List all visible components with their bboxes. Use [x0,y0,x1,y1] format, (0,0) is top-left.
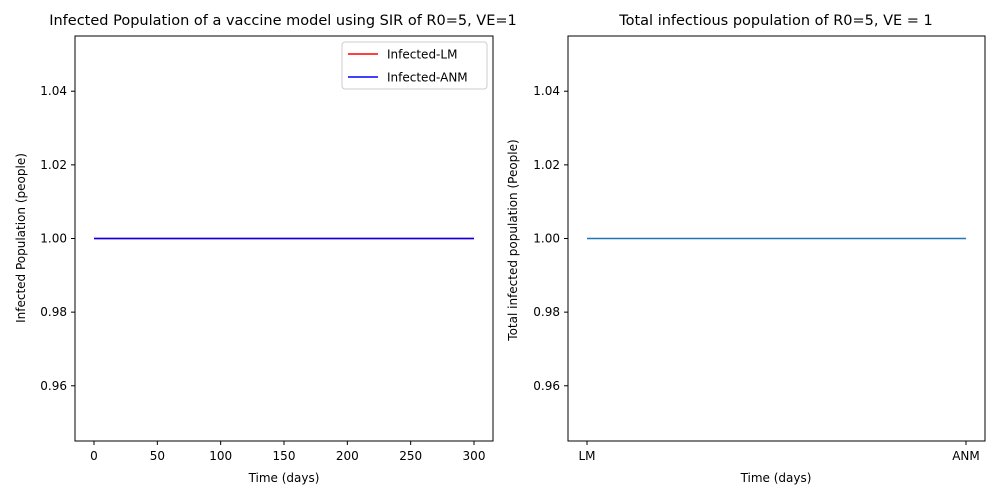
chart-left-y-ticks: 0.96 0.98 1.00 1.02 1.04 [40,84,75,393]
y-tick-label: 1.04 [40,84,67,98]
x-tick-label: 50 [150,449,165,463]
x-tick-label: 100 [209,449,232,463]
x-tick-label: LM [578,449,595,463]
x-tick-label: 250 [399,449,422,463]
y-tick-label: 0.96 [533,379,560,393]
x-tick-label: 200 [336,449,359,463]
chart-right: Total infectious population of R0=5, VE … [506,13,986,485]
legend-label-infected-anm: Infected-ANM [387,71,468,85]
legend-frame [341,41,488,90]
chart-left: Infected Population of a vaccine model u… [14,13,517,485]
chart-right-x-ticks: LM ANM [578,441,980,463]
x-tick-label: 300 [463,449,486,463]
chart-left-x-ticks: 0 50 100 150 200 250 300 [90,441,485,463]
chart-right-x-axis-label: Time (days) [740,471,812,485]
chart-left-legend: Infected-LM Infected-ANM [341,41,488,90]
legend-label-infected-lm: Infected-LM [387,48,457,62]
x-tick-label: ANM [952,449,980,463]
y-tick-label: 0.98 [533,305,560,319]
y-tick-label: 0.98 [40,305,67,319]
y-tick-label: 0.96 [40,379,67,393]
chart-left-y-axis-label: Infected Population (people) [14,153,28,323]
chart-right-y-ticks: 0.96 0.98 1.00 1.02 1.04 [533,84,568,393]
x-tick-label: 150 [273,449,296,463]
chart-left-title: Infected Population of a vaccine model u… [49,13,517,29]
x-tick-label: 0 [90,449,98,463]
y-tick-label: 1.04 [533,84,560,98]
chart-left-x-axis-label: Time (days) [248,471,320,485]
chart-right-title: Total infectious population of R0=5, VE … [618,13,933,29]
y-tick-label: 1.00 [40,232,67,246]
y-tick-label: 1.02 [40,158,67,172]
y-tick-label: 1.00 [533,232,560,246]
y-tick-label: 1.02 [533,158,560,172]
chart-right-y-axis-label: Total infected population (People) [506,139,520,341]
